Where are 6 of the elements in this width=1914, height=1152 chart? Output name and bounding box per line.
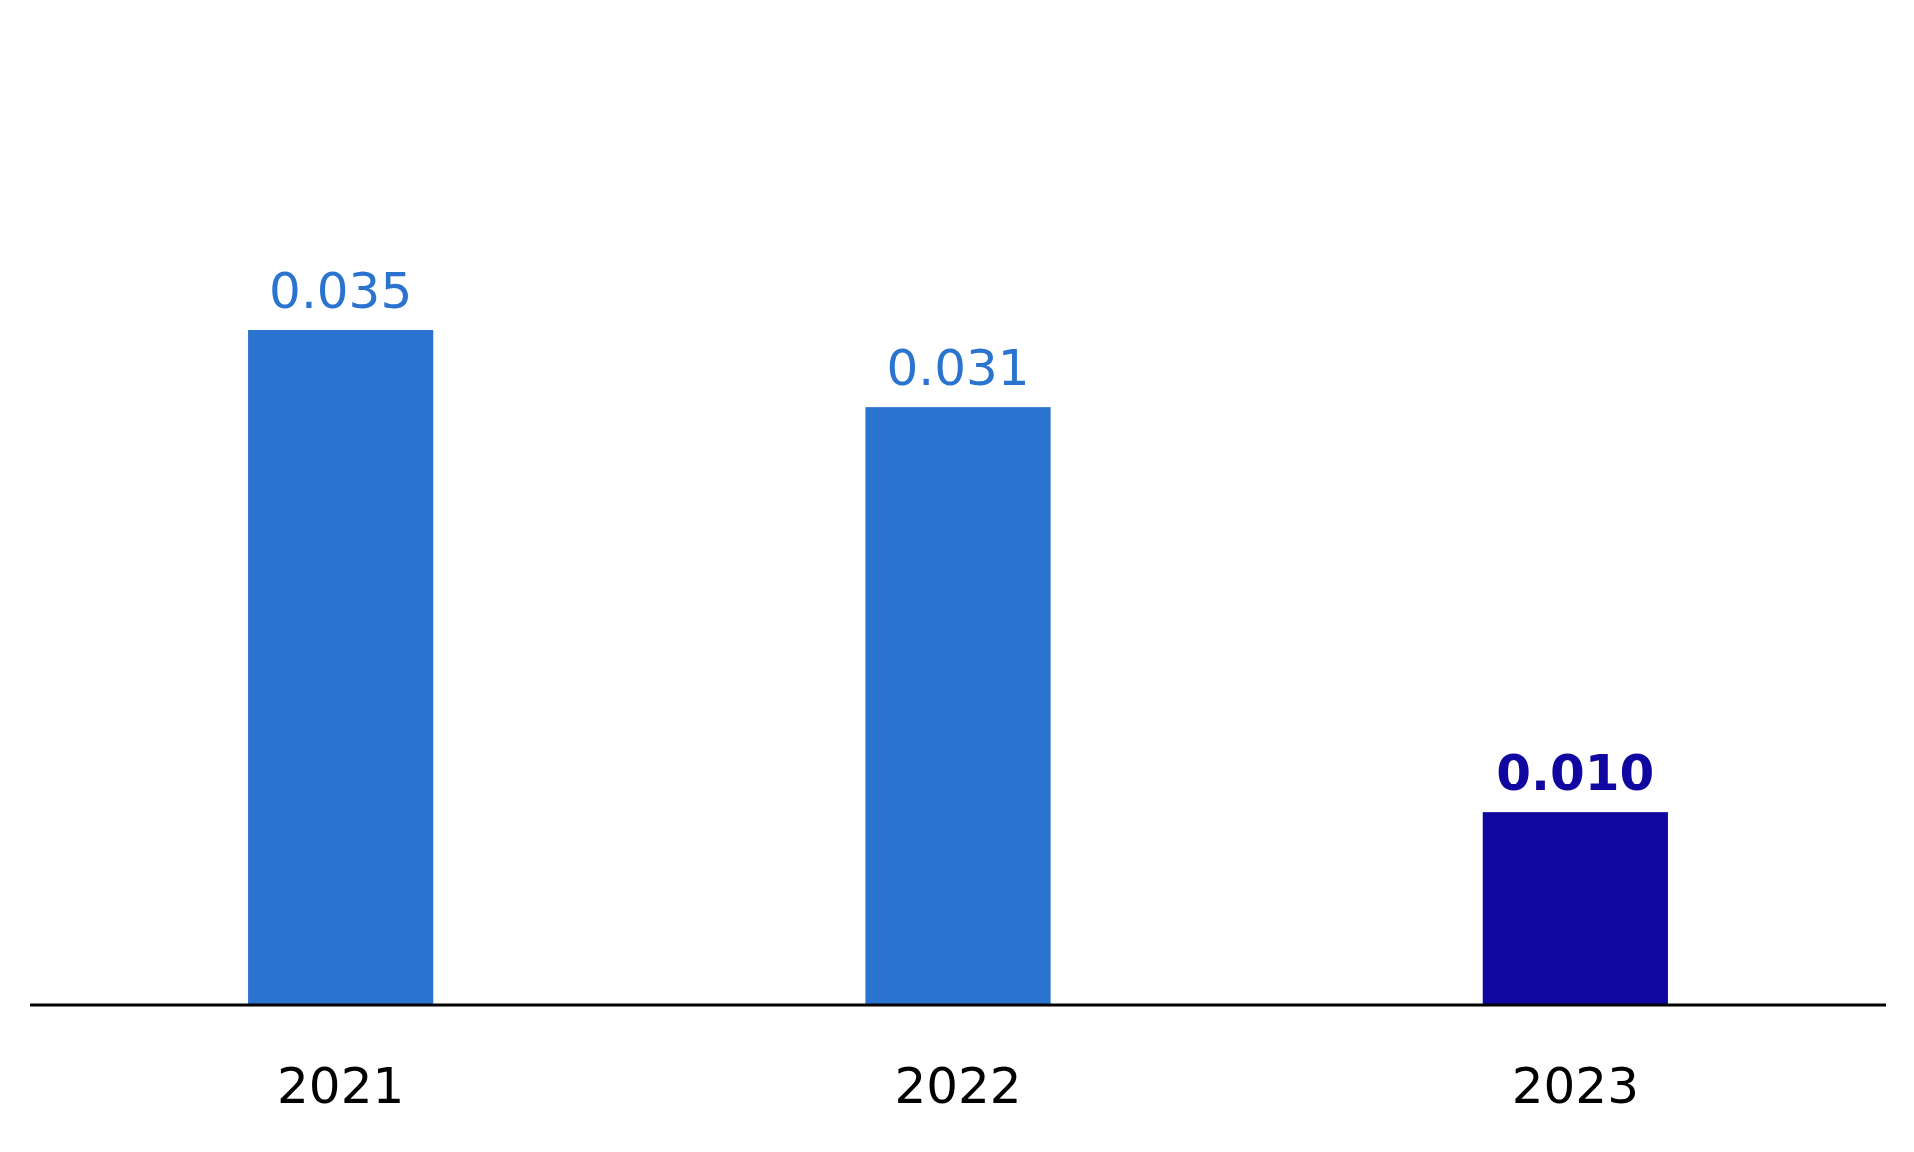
data-label: 0.035 (269, 262, 413, 320)
data-label: 0.010 (1496, 744, 1655, 803)
data-label: 0.031 (886, 339, 1030, 398)
x-tick-label: 2021 (277, 1056, 405, 1115)
x-tick-label: 2023 (1511, 1056, 1639, 1115)
x-tick-label: 2022 (894, 1056, 1022, 1115)
